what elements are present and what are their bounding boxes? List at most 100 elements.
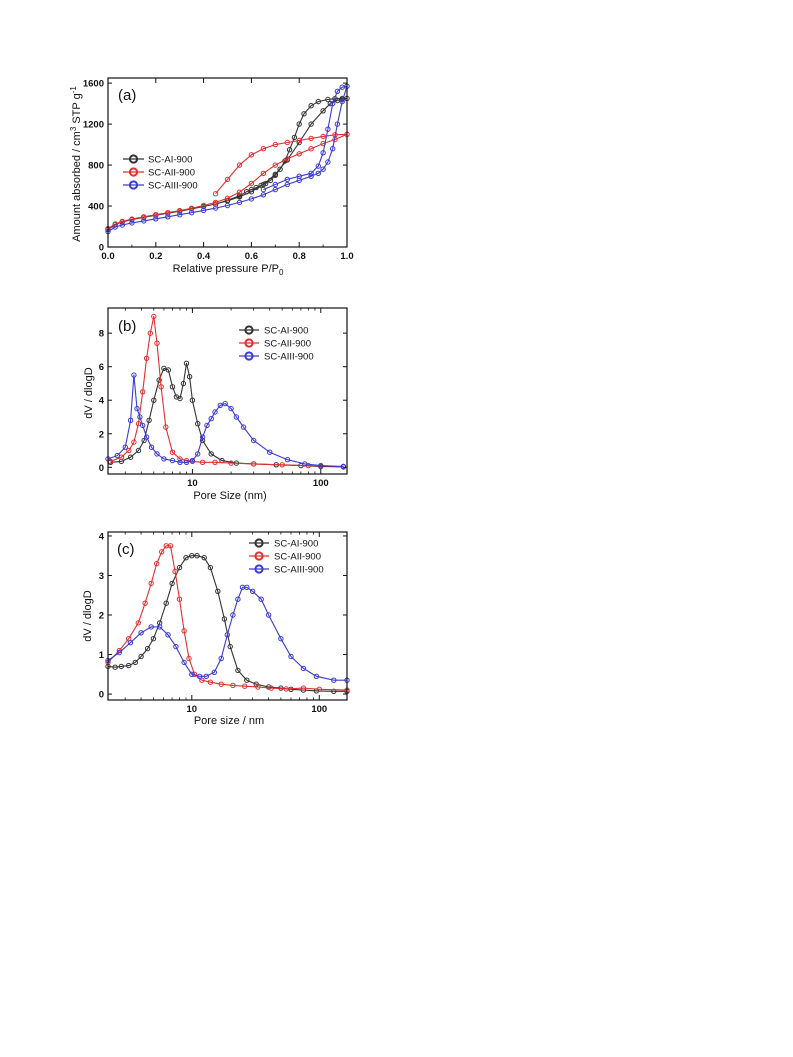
data-point bbox=[161, 365, 167, 372]
data-point bbox=[251, 437, 257, 444]
series-sc-ai-900 bbox=[105, 95, 350, 233]
data-point bbox=[212, 191, 219, 197]
data-point bbox=[308, 146, 314, 152]
data-point bbox=[260, 170, 267, 177]
data-point bbox=[228, 405, 234, 412]
y-tick-label: 8 bbox=[99, 329, 104, 340]
data-point bbox=[177, 456, 183, 462]
x-tick-label: 10 bbox=[187, 478, 198, 489]
data-point bbox=[258, 182, 264, 189]
data-point bbox=[278, 636, 284, 642]
data-point bbox=[181, 628, 187, 634]
data-point bbox=[296, 151, 302, 157]
data-point bbox=[258, 596, 264, 602]
data-point bbox=[244, 584, 250, 590]
x-tick-label: 0.6 bbox=[245, 251, 258, 262]
data-point bbox=[236, 193, 243, 199]
legend-marker-sc-ai-900 bbox=[244, 325, 254, 335]
data-point bbox=[330, 146, 336, 152]
data-point bbox=[126, 447, 132, 454]
legend: SC-AI-900 SC-AII-900 SC-AIII-900 bbox=[249, 538, 324, 576]
legend-item-sc-ai-900: SC-AI-900 bbox=[123, 154, 192, 166]
y-axis-label: dV / dlogD bbox=[83, 367, 95, 418]
data-point bbox=[235, 667, 241, 674]
data-point bbox=[227, 643, 233, 650]
legend-item-sc-aiii-900: SC-AIII-900 bbox=[249, 564, 324, 576]
data-point bbox=[240, 424, 247, 430]
data-point bbox=[165, 632, 171, 638]
data-point bbox=[146, 417, 152, 423]
y-tick-label: 6 bbox=[99, 362, 104, 373]
plot-area: 0 400 800 1200 1600 0.0 0.2 0.4 0.6 0.8 1.0 bbox=[83, 77, 354, 262]
data-point bbox=[218, 655, 224, 662]
data-point bbox=[129, 220, 135, 226]
data-point bbox=[167, 543, 174, 549]
data-point bbox=[183, 555, 189, 561]
y-tick-label: 0 bbox=[99, 463, 104, 474]
data-point bbox=[260, 146, 267, 152]
x-tick-label: 0.8 bbox=[293, 251, 306, 262]
series-sc-aiii-900 bbox=[105, 584, 350, 683]
data-point bbox=[204, 422, 210, 429]
y-tick-label: 1200 bbox=[83, 120, 104, 131]
legend-item-sc-aiii-900: SC-AIII-900 bbox=[123, 180, 198, 192]
data-point bbox=[169, 580, 175, 587]
data-point bbox=[186, 374, 193, 380]
series-line-sc-aiii-900 bbox=[107, 85, 348, 233]
data-point bbox=[112, 664, 118, 670]
y-axis-label: dV / dlogD bbox=[82, 590, 94, 641]
data-point bbox=[284, 457, 291, 463]
data-point bbox=[267, 177, 274, 184]
data-point bbox=[158, 384, 164, 390]
data-point bbox=[165, 214, 171, 220]
data-point bbox=[242, 683, 248, 689]
data-point bbox=[183, 459, 190, 465]
legend-item-sc-ai-900: SC-AI-900 bbox=[249, 538, 318, 550]
legend-label-sc-aii-900: SC-AII-900 bbox=[274, 552, 321, 563]
data-point bbox=[137, 414, 143, 420]
series-line-sc-aii-900 bbox=[107, 133, 348, 230]
data-point bbox=[284, 181, 290, 188]
data-point bbox=[118, 663, 125, 670]
data-point bbox=[265, 612, 272, 618]
data-point bbox=[263, 180, 269, 187]
data-point bbox=[316, 686, 322, 692]
data-point bbox=[315, 98, 321, 105]
data-point bbox=[189, 553, 195, 559]
data-point bbox=[215, 588, 221, 594]
data-point bbox=[300, 685, 307, 691]
data-point bbox=[140, 422, 146, 429]
data-point bbox=[308, 121, 314, 127]
y-tick-label: 0 bbox=[99, 243, 104, 254]
data-point bbox=[308, 135, 314, 142]
data-point bbox=[224, 176, 231, 183]
data-point bbox=[165, 367, 172, 373]
data-point bbox=[212, 409, 218, 415]
data-point bbox=[144, 645, 151, 652]
data-point bbox=[340, 463, 347, 470]
data-point bbox=[131, 439, 137, 445]
data-point bbox=[251, 461, 257, 467]
data-point bbox=[308, 170, 314, 177]
data-point bbox=[189, 671, 195, 677]
panel-a-adsorption-isotherms: 0 400 800 1200 1600 0.0 0.2 0.4 0.6 0.8 1.0 (a) Re… bbox=[69, 77, 354, 277]
data-point bbox=[176, 564, 183, 571]
data-point bbox=[230, 682, 236, 689]
series-line-sc-aiii-900 bbox=[107, 374, 344, 468]
panel-label: (c) bbox=[117, 541, 135, 558]
data-point bbox=[134, 405, 140, 412]
data-point bbox=[272, 172, 278, 179]
data-point bbox=[339, 98, 345, 105]
data-point bbox=[150, 636, 157, 642]
data-point bbox=[296, 137, 302, 144]
y-tick-label: 400 bbox=[88, 202, 104, 213]
data-point bbox=[301, 111, 307, 117]
data-point bbox=[127, 417, 134, 423]
data-point bbox=[296, 121, 302, 127]
data-point bbox=[320, 108, 326, 114]
legend-label-sc-ai-900: SC-AI-900 bbox=[264, 326, 308, 337]
data-point bbox=[177, 459, 183, 465]
data-point bbox=[320, 150, 326, 156]
data-point bbox=[151, 397, 157, 403]
data-point bbox=[208, 416, 214, 422]
